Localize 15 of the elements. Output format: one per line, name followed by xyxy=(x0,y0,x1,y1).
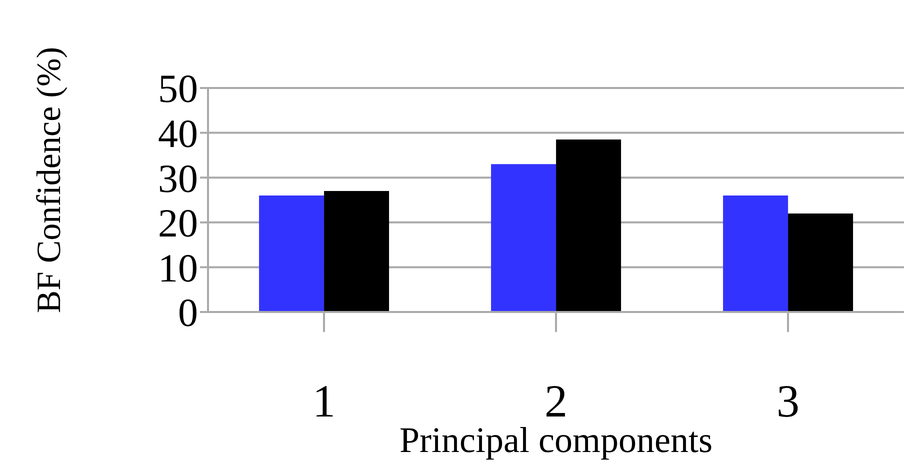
y-tick-label: 20 xyxy=(158,200,198,246)
bar xyxy=(259,196,324,312)
bar xyxy=(556,140,622,312)
y-tick-label: 50 xyxy=(158,66,198,112)
bar xyxy=(491,164,556,312)
x-tick-label: 3 xyxy=(776,376,800,427)
x-tick-label: 1 xyxy=(312,376,336,427)
y-tick-label: 40 xyxy=(158,111,198,156)
bar xyxy=(324,191,390,312)
y-axis-title: BF Confidence (%) xyxy=(31,46,68,314)
bar xyxy=(723,196,788,312)
y-tick-label: 0 xyxy=(178,290,198,336)
bar xyxy=(788,213,854,312)
y-tick-label: 30 xyxy=(158,156,198,201)
y-tick-label: 10 xyxy=(158,245,198,290)
